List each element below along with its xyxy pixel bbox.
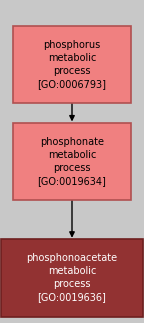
Text: phosphorus
metabolic
process
[GO:0006793]: phosphorus metabolic process [GO:0006793… bbox=[37, 40, 107, 89]
FancyBboxPatch shape bbox=[1, 239, 143, 317]
FancyBboxPatch shape bbox=[13, 26, 131, 103]
Text: phosphonate
metabolic
process
[GO:0019634]: phosphonate metabolic process [GO:001963… bbox=[38, 137, 106, 186]
Text: phosphonoacetate
metabolic
process
[GO:0019636]: phosphonoacetate metabolic process [GO:0… bbox=[26, 253, 118, 303]
FancyBboxPatch shape bbox=[13, 123, 131, 200]
